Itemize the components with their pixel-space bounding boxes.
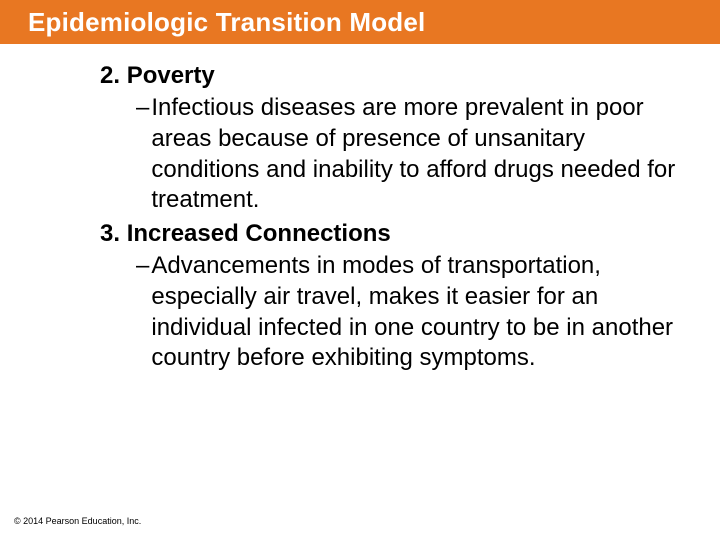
item-label: Poverty xyxy=(127,62,215,89)
item-heading: 2. Poverty xyxy=(100,60,680,91)
bullet-line: – Infectious diseases are more prevalent… xyxy=(136,93,680,216)
bullet-text: Advancements in modes of transportation,… xyxy=(151,251,680,374)
bullet-block: – Infectious diseases are more prevalent… xyxy=(100,93,680,216)
item-number: 3. xyxy=(100,220,120,247)
dash-icon: – xyxy=(136,251,149,374)
bullet-block: – Advancements in modes of transportatio… xyxy=(100,251,680,374)
item-label: Increased Connections xyxy=(127,220,391,247)
bullet-text: Infectious diseases are more prevalent i… xyxy=(151,93,680,216)
title-bar: Epidemiologic Transition Model xyxy=(0,0,720,44)
item-heading: 3. Increased Connections xyxy=(100,218,680,249)
slide-content: 2. Poverty – Infectious diseases are mor… xyxy=(0,44,720,374)
copyright-footer: © 2014 Pearson Education, Inc. xyxy=(14,516,141,526)
slide-title: Epidemiologic Transition Model xyxy=(28,7,425,38)
item-number: 2. xyxy=(100,62,120,89)
bullet-line: – Advancements in modes of transportatio… xyxy=(136,251,680,374)
dash-icon: – xyxy=(136,93,149,216)
